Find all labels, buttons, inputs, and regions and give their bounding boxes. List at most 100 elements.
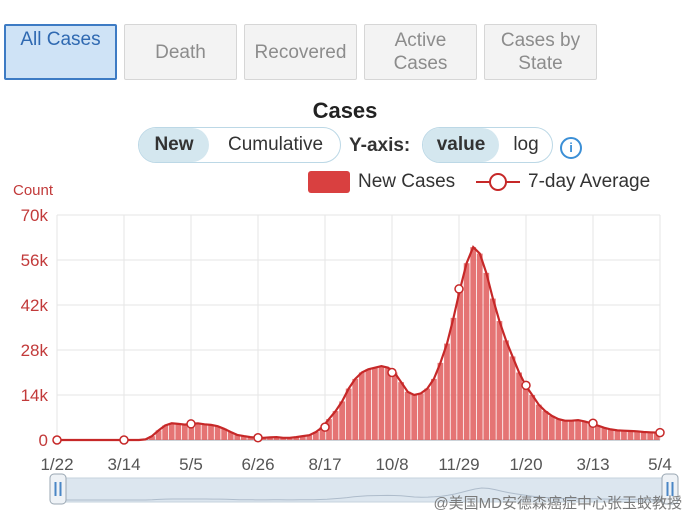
x-tick-label: 10/8	[375, 455, 408, 474]
y-tick-label: 70k	[21, 206, 49, 225]
bar	[489, 298, 496, 440]
cumulative-option[interactable]: Cumulative	[227, 134, 324, 155]
bar	[483, 272, 490, 440]
bar	[463, 263, 470, 440]
average-marker	[655, 427, 665, 438]
legend-new-cases-swatch[interactable]	[308, 171, 350, 193]
bar	[529, 395, 536, 440]
average-marker	[387, 367, 397, 378]
bar	[424, 388, 431, 440]
tab-cases-by-state[interactable]: Cases by State	[484, 24, 597, 80]
x-tick-label: 5/4	[648, 455, 672, 474]
new-option[interactable]: New	[139, 128, 209, 162]
bar	[293, 437, 300, 440]
bar	[398, 382, 404, 440]
average-marker	[52, 435, 62, 445]
yaxis-label: Y-axis:	[349, 135, 411, 156]
watermark: @美国MD安德森癌症中心张玉蛟教授	[433, 495, 682, 512]
bar	[175, 423, 182, 440]
bar	[208, 424, 214, 440]
bar	[358, 372, 365, 440]
x-tick-label: 8/17	[308, 455, 341, 474]
average-marker	[253, 433, 263, 443]
x-tick-label: 11/29	[438, 455, 479, 474]
bar	[155, 430, 162, 440]
tab-active-cases[interactable]: Active Cases	[364, 24, 477, 80]
x-tick-label: 3/13	[576, 455, 609, 474]
legend-7day-label[interactable]: 7-day Average	[528, 171, 651, 192]
bar	[385, 367, 391, 440]
range-navigator[interactable]	[57, 477, 671, 503]
bar	[214, 426, 221, 440]
log-option[interactable]: log	[513, 134, 539, 155]
bar	[437, 362, 444, 440]
bar	[299, 436, 306, 440]
bar	[227, 431, 234, 440]
bar	[234, 434, 241, 440]
bar	[647, 432, 654, 440]
average-marker	[454, 284, 464, 294]
bar	[273, 437, 280, 440]
range-handle[interactable]	[661, 473, 679, 505]
average-marker	[588, 418, 598, 429]
info-icon[interactable]: i	[560, 137, 582, 159]
tab-death[interactable]: Death	[124, 24, 237, 80]
x-tick-label: 3/14	[107, 455, 140, 474]
bar	[313, 431, 319, 440]
x-tick-label: 1/20	[509, 455, 542, 474]
bar	[562, 420, 568, 440]
range-handle[interactable]	[49, 473, 67, 505]
average-marker	[320, 422, 330, 432]
chart-title: Cases	[312, 98, 378, 123]
tab-all-cases[interactable]: All Cases	[4, 24, 117, 80]
bar	[332, 411, 339, 440]
bar	[430, 378, 437, 440]
bar	[522, 385, 529, 440]
legend-line-swatch[interactable]	[474, 170, 524, 194]
average-marker	[186, 419, 196, 429]
bar	[496, 321, 503, 440]
bar	[594, 425, 601, 440]
bar	[444, 343, 450, 440]
bar	[306, 435, 313, 440]
bar	[162, 425, 169, 440]
bar	[378, 366, 385, 440]
value-option[interactable]: value	[423, 128, 499, 162]
bar	[503, 340, 509, 440]
bar	[181, 424, 188, 440]
y-tick-label: 28k	[21, 341, 49, 360]
bar	[319, 427, 326, 440]
bar	[542, 411, 549, 440]
bar	[391, 372, 398, 440]
bar	[352, 378, 359, 440]
bar	[470, 247, 477, 440]
y-tick-label: 56k	[21, 251, 49, 270]
bar	[627, 431, 634, 440]
bar	[614, 430, 621, 440]
y-tick-label: 0	[39, 431, 48, 450]
bar	[535, 404, 542, 440]
y-tick-label: 42k	[21, 296, 49, 315]
bar	[575, 420, 581, 440]
bar	[555, 419, 562, 440]
bar	[267, 437, 273, 440]
bar	[621, 430, 627, 440]
bar	[339, 401, 345, 440]
average-marker	[521, 380, 531, 391]
legend-new-cases-label[interactable]: New Cases	[358, 171, 456, 192]
bar	[607, 429, 614, 440]
bar	[149, 436, 155, 440]
bar	[404, 391, 411, 440]
bar	[188, 423, 195, 440]
bar	[372, 367, 378, 440]
bar	[450, 317, 457, 440]
bar	[634, 431, 640, 440]
x-tick-label: 6/26	[241, 455, 274, 474]
bar	[588, 423, 595, 440]
tab-recovered[interactable]: Recovered	[244, 24, 357, 80]
bar	[417, 393, 424, 440]
bar	[581, 421, 588, 440]
bar	[345, 388, 352, 440]
bar	[640, 431, 647, 440]
